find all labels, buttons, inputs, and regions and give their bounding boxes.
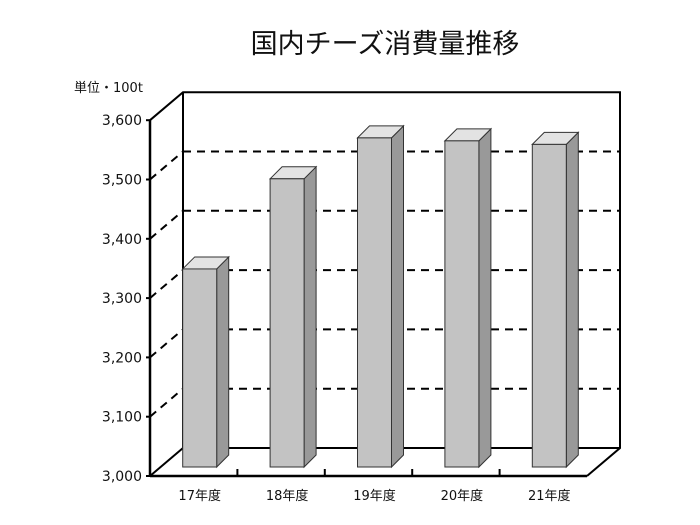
bar-side — [478, 127, 492, 469]
bar-side — [565, 131, 579, 469]
bar-21年度 — [531, 131, 580, 469]
bar-side — [391, 124, 404, 469]
x-tick-label: 21年度 — [528, 488, 571, 504]
plot-frame — [149, 91, 621, 477]
bar-20年度 — [443, 127, 493, 469]
bar — [531, 143, 567, 468]
x-tick-label: 17年度 — [178, 488, 221, 504]
gridline-side — [149, 269, 184, 299]
y-tick-label: 3,200 — [102, 350, 142, 366]
y-tick-label: 3,600 — [102, 113, 142, 129]
chart-title: 国内チーズ消費量推移 — [250, 29, 520, 60]
y-tick-label: 3,100 — [102, 410, 142, 426]
gridline-side — [149, 387, 184, 418]
floor-left-edge — [149, 447, 184, 477]
bar-side — [216, 255, 230, 469]
x-tick-label: 19年度 — [353, 488, 396, 504]
bar-19年度 — [356, 124, 405, 469]
unit-label: 単位・100t — [74, 81, 143, 96]
bar-17年度 — [181, 255, 230, 469]
y-tick-label: 3,400 — [102, 232, 142, 248]
bar — [182, 268, 218, 468]
gridline-side — [149, 328, 184, 359]
bar-side — [303, 165, 317, 469]
gridline-side — [149, 150, 184, 181]
x-tick-label: 18年度 — [266, 488, 309, 504]
bar-18年度 — [268, 165, 318, 469]
bar — [357, 137, 392, 468]
gridline-side — [149, 210, 184, 240]
x-tick-label: 20年度 — [441, 488, 484, 504]
bar — [269, 178, 305, 468]
bar — [444, 140, 480, 468]
y-tick-label: 3,500 — [102, 173, 142, 189]
y-tick-label: 3,300 — [102, 291, 142, 307]
y-tick-label: 3,000 — [102, 469, 142, 485]
